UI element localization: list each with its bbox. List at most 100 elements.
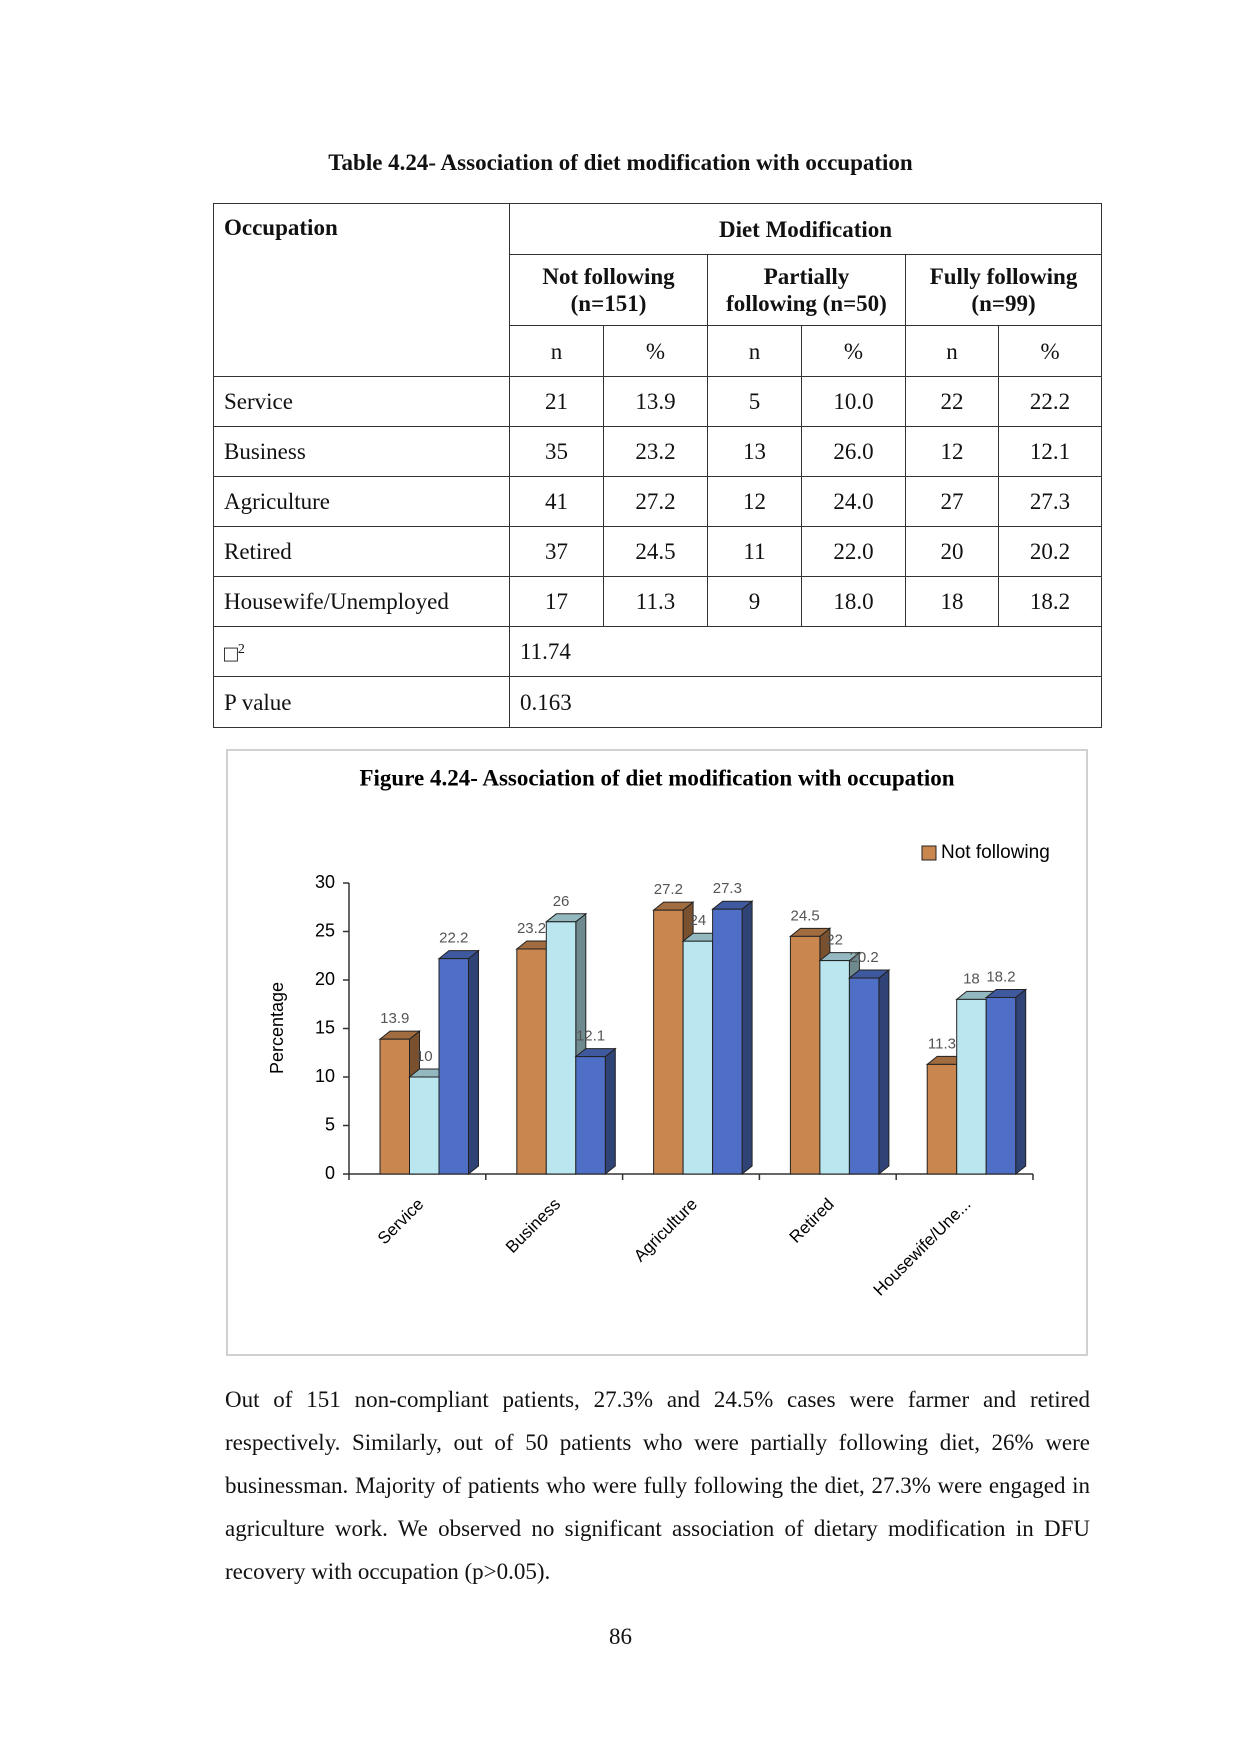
y-tick-label: 25 [315, 920, 335, 940]
bar-front [516, 948, 547, 1175]
table-row: P value 0.163 [213, 676, 1103, 728]
data-label: 18 [963, 970, 980, 987]
page-number: 86 [609, 1624, 632, 1649]
header-cell: Not following (n=151) [509, 254, 708, 326]
table-cell: 11 [707, 526, 802, 577]
chart: Figure 4.24- Association of diet modific… [226, 749, 1088, 1356]
table-cell: 22.2 [997, 376, 1103, 427]
bar-front [926, 1063, 958, 1175]
data-label: 27.2 [654, 881, 683, 898]
bar-front [409, 1076, 440, 1175]
y-axis-label: Percentage [267, 982, 287, 1074]
table-cell: 27.2 [603, 476, 708, 527]
table-cell: 20 [905, 526, 999, 577]
data-label: 22.2 [439, 930, 468, 947]
bar [574, 1047, 617, 1176]
bar-front [985, 996, 1017, 1175]
header-cell: n [905, 325, 999, 377]
data-label: 22 [826, 932, 843, 949]
table-cell: 35 [509, 426, 604, 477]
table-cell: 20.2 [997, 526, 1103, 577]
table-cell: Business [213, 426, 510, 477]
table-cell: 12 [707, 476, 802, 527]
data-table: Occupation Diet Modification Not following… [213, 203, 1103, 728]
header-cell: % [801, 325, 906, 377]
bar-front [819, 960, 850, 1175]
table-cell: 0.163 [508, 676, 1103, 728]
bar [847, 969, 891, 1176]
header-cell: % [997, 325, 1103, 377]
bar-side [741, 900, 753, 1176]
chi-superscript: 2 [237, 641, 245, 657]
bar [711, 900, 754, 1176]
bar-front [682, 940, 714, 1175]
table-cell: P value [213, 676, 510, 728]
header-cell: Diet Modification [508, 203, 1103, 255]
bar-front [789, 935, 821, 1175]
data-label: 24.5 [791, 907, 820, 924]
table-cell: 22.0 [801, 526, 906, 577]
table-cell: 5 [707, 376, 802, 427]
bar-front [848, 977, 880, 1175]
chart-title: Figure 4.24- Association of diet modific… [359, 765, 954, 790]
table-row: □2 11.74 [213, 626, 1103, 677]
table-cell: 11.3 [603, 576, 708, 627]
table-cell: 24.5 [603, 526, 708, 577]
header-cell: Fully following (n=99) [904, 254, 1103, 326]
bar-front [545, 921, 577, 1175]
table-row: Occupation Diet Modification [213, 203, 1103, 377]
bar-front [575, 1056, 606, 1175]
table-cell: 10.0 [801, 376, 906, 427]
header-cell: Partially following (n=50) [707, 254, 906, 326]
data-label: 11.3 [928, 1035, 956, 1052]
table-cell: 13.9 [603, 376, 708, 427]
data-label: 18.2 [986, 968, 1015, 985]
data-label: 10 [416, 1048, 433, 1065]
data-label: 20.2 [850, 949, 879, 966]
table-cell: 22 [905, 376, 999, 427]
y-tick-label: 5 [325, 1114, 335, 1134]
table-cell: 24.0 [801, 476, 906, 527]
bar-front [379, 1038, 410, 1175]
bar-side [468, 949, 479, 1176]
table-cell: 17 [509, 576, 604, 627]
legend-swatch [921, 845, 937, 861]
table-row: Business 35 23.2 13 26.0 12 12.1 [213, 426, 1103, 477]
table-cell: Retired [213, 526, 510, 577]
table-row: Retired 37 24.5 11 22.0 20 20.2 [213, 526, 1103, 577]
y-tick-label: 15 [315, 1017, 335, 1037]
table-cell: 13 [707, 426, 802, 477]
table-cell: 18 [905, 576, 999, 627]
table-cell: 11.74 [508, 626, 1103, 677]
table-cell: 12.1 [997, 426, 1103, 477]
table-row: n% n% n% [214, 325, 1103, 377]
bar [984, 988, 1028, 1176]
y-tick-label: 10 [315, 1066, 335, 1086]
bar [408, 1067, 451, 1176]
table-cell: Service [213, 376, 510, 427]
header-cell: % [603, 325, 708, 377]
bar-side [604, 1047, 616, 1176]
table-row: Agriculture 41 27.2 12 24.0 27 27.3 [213, 476, 1103, 527]
paragraph: Out of 151 non-compliant patients, 27.3%… [225, 1387, 1090, 1584]
bar-front [956, 998, 987, 1175]
bar-side [1015, 988, 1027, 1176]
table-cell: Agriculture [213, 476, 510, 527]
table-cell: 12 [905, 426, 999, 477]
table-cell: 27 [905, 476, 999, 527]
table-cell: 21 [509, 376, 604, 427]
table-cell: □2 [213, 626, 510, 677]
bar-side [878, 969, 890, 1176]
table-cell: 41 [509, 476, 604, 527]
data-label: 12.1 [576, 1028, 605, 1045]
table-row: Service 21 13.9 5 10.0 22 22.2 [213, 376, 1103, 427]
y-tick-label: 20 [315, 969, 335, 989]
data-label: 26 [553, 893, 570, 910]
data-label: 23.2 [517, 920, 546, 937]
table-row: Housewife/Unemployed 17 11.3 9 18.0 18 18.2 [213, 576, 1103, 627]
y-tick-label: 30 [315, 872, 335, 892]
bar [437, 949, 480, 1176]
table-cell: 23.2 [603, 426, 708, 477]
bar-front [438, 958, 469, 1175]
